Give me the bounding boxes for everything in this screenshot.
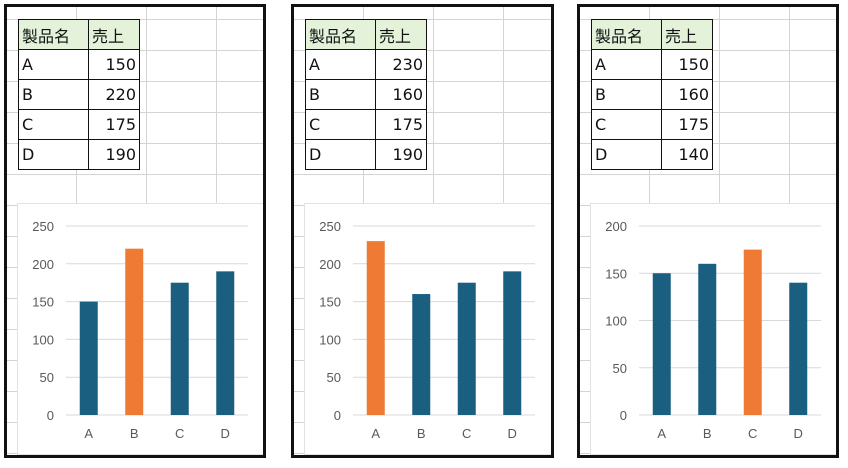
bar-A[interactable] bbox=[366, 241, 385, 415]
bar-chart-svg: 0 50 100 150 200 250 A B C D bbox=[32, 219, 248, 441]
sales-table: 製品名 売上 A 230 B 160 C 175 D 190 bbox=[305, 19, 427, 170]
y-tick-label: 200 bbox=[32, 257, 54, 272]
x-tick-label: D bbox=[508, 426, 517, 441]
cell-sales[interactable]: 140 bbox=[661, 139, 713, 170]
cell-product[interactable]: C bbox=[591, 109, 662, 140]
table-row: A 150 bbox=[18, 49, 140, 80]
cell-sales[interactable]: 160 bbox=[375, 79, 427, 110]
header-cell-product-name[interactable]: 製品名 bbox=[18, 19, 89, 50]
worksheet-panel-3: 製品名 売上 A 150 B 160 C 175 D 140 0 50 100 150… bbox=[577, 4, 839, 458]
cell-product[interactable]: A bbox=[305, 49, 376, 80]
cell-product[interactable]: D bbox=[305, 139, 376, 170]
y-tick-label: 0 bbox=[620, 408, 627, 423]
bar-B[interactable] bbox=[412, 294, 431, 415]
table-row: B 220 bbox=[18, 79, 140, 110]
bar-chart[interactable]: 0 50 100 150 200 250 A B C D bbox=[17, 203, 263, 455]
cell-product[interactable]: A bbox=[591, 49, 662, 80]
cell-sales[interactable]: 175 bbox=[88, 109, 140, 140]
bar-B[interactable] bbox=[125, 248, 144, 415]
header-cell-sales[interactable]: 売上 bbox=[375, 19, 427, 50]
bar-C[interactable] bbox=[457, 282, 476, 415]
cell-product[interactable]: B bbox=[18, 79, 89, 110]
table-row: B 160 bbox=[305, 79, 427, 110]
x-tick-label: C bbox=[175, 426, 184, 441]
table-header-row: 製品名 売上 bbox=[305, 19, 427, 50]
y-tick-label: 150 bbox=[32, 295, 54, 310]
y-tick-label: 150 bbox=[605, 266, 627, 281]
table-row: C 175 bbox=[305, 109, 427, 140]
y-tick-label: 100 bbox=[319, 332, 341, 347]
table-row: D 190 bbox=[18, 139, 140, 170]
x-tick-label: D bbox=[794, 426, 803, 441]
cell-sales[interactable]: 160 bbox=[661, 79, 713, 110]
bar-B[interactable] bbox=[698, 263, 717, 415]
x-tick-label: C bbox=[748, 426, 757, 441]
header-cell-product-name[interactable]: 製品名 bbox=[591, 19, 662, 50]
table-row: A 230 bbox=[305, 49, 427, 80]
x-tick-label: A bbox=[657, 426, 666, 441]
table-row: D 190 bbox=[305, 139, 427, 170]
cell-product[interactable]: B bbox=[591, 79, 662, 110]
bar-chart[interactable]: 0 50 100 150 200 A B C D bbox=[590, 203, 836, 455]
cell-sales[interactable]: 220 bbox=[88, 79, 140, 110]
table-row: C 175 bbox=[18, 109, 140, 140]
cell-sales[interactable]: 175 bbox=[661, 109, 713, 140]
table-header-row: 製品名 売上 bbox=[591, 19, 713, 50]
cell-sales[interactable]: 190 bbox=[88, 139, 140, 170]
x-tick-label: B bbox=[703, 426, 712, 441]
x-tick-label: D bbox=[221, 426, 230, 441]
bar-C[interactable] bbox=[170, 282, 189, 415]
y-tick-label: 50 bbox=[613, 361, 627, 376]
y-tick-label: 50 bbox=[40, 370, 54, 385]
header-cell-sales[interactable]: 売上 bbox=[661, 19, 713, 50]
y-tick-label: 200 bbox=[319, 257, 341, 272]
y-tick-label: 0 bbox=[334, 408, 341, 423]
header-cell-sales[interactable]: 売上 bbox=[88, 19, 140, 50]
header-cell-product-name[interactable]: 製品名 bbox=[305, 19, 376, 50]
bar-C[interactable] bbox=[743, 249, 762, 415]
y-tick-label: 100 bbox=[32, 332, 54, 347]
table-row: B 160 bbox=[591, 79, 713, 110]
bar-D[interactable] bbox=[789, 282, 808, 415]
bar-chart[interactable]: 0 50 100 150 200 250 A B C D bbox=[304, 203, 551, 455]
sales-table: 製品名 売上 A 150 B 160 C 175 D 140 bbox=[591, 19, 713, 170]
cell-sales[interactable]: 175 bbox=[375, 109, 427, 140]
cell-product[interactable]: C bbox=[305, 109, 376, 140]
bar-D[interactable] bbox=[503, 271, 522, 415]
x-tick-label: A bbox=[84, 426, 93, 441]
bar-A[interactable] bbox=[652, 273, 671, 415]
table-row: D 140 bbox=[591, 139, 713, 170]
y-tick-label: 50 bbox=[327, 370, 341, 385]
x-tick-label: B bbox=[417, 426, 426, 441]
cell-sales[interactable]: 150 bbox=[661, 49, 713, 80]
table-row: C 175 bbox=[591, 109, 713, 140]
x-tick-label: C bbox=[462, 426, 471, 441]
cell-product[interactable]: D bbox=[591, 139, 662, 170]
sales-table: 製品名 売上 A 150 B 220 C 175 D 190 bbox=[18, 19, 140, 170]
worksheet-panel-1: 製品名 売上 A 150 B 220 C 175 D 190 0 50 100 150… bbox=[4, 4, 266, 458]
bar-chart-svg: 0 50 100 150 200 250 A B C D bbox=[319, 219, 535, 441]
cell-sales[interactable]: 190 bbox=[375, 139, 427, 170]
cell-sales[interactable]: 230 bbox=[375, 49, 427, 80]
y-tick-label: 100 bbox=[605, 314, 627, 329]
y-tick-label: 250 bbox=[319, 219, 341, 234]
table-row: A 150 bbox=[591, 49, 713, 80]
cell-product[interactable]: A bbox=[18, 49, 89, 80]
y-tick-label: 200 bbox=[605, 219, 627, 234]
x-tick-label: A bbox=[371, 426, 380, 441]
cell-product[interactable]: B bbox=[305, 79, 376, 110]
worksheet-panel-2: 製品名 売上 A 230 B 160 C 175 D 190 0 50 100 150… bbox=[291, 4, 554, 458]
cell-product[interactable]: C bbox=[18, 109, 89, 140]
bar-A[interactable] bbox=[79, 301, 98, 415]
bar-D[interactable] bbox=[216, 271, 235, 415]
table-header-row: 製品名 売上 bbox=[18, 19, 140, 50]
x-tick-label: B bbox=[130, 426, 139, 441]
cell-sales[interactable]: 150 bbox=[88, 49, 140, 80]
y-tick-label: 250 bbox=[32, 219, 54, 234]
y-tick-label: 150 bbox=[319, 295, 341, 310]
cell-product[interactable]: D bbox=[18, 139, 89, 170]
bar-chart-svg: 0 50 100 150 200 A B C D bbox=[605, 219, 821, 441]
y-tick-label: 0 bbox=[47, 408, 54, 423]
